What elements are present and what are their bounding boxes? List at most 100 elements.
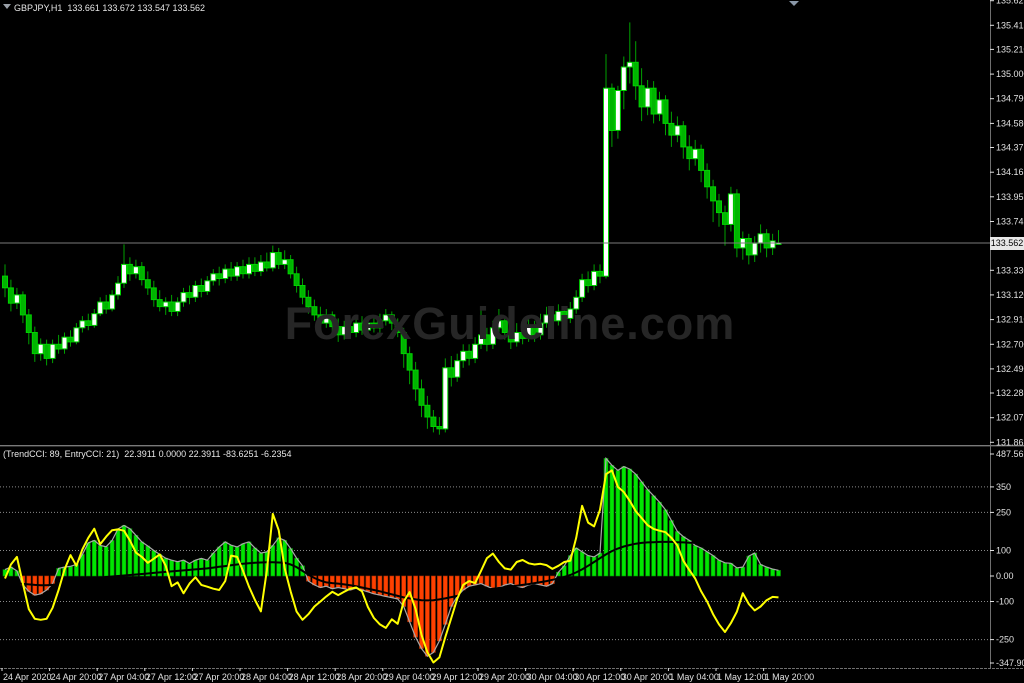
candle-bear [305,296,312,308]
candle-bear [418,388,425,406]
price-tick-label: 135.000 [996,69,1024,79]
price-tick-label: 135.210 [996,44,1024,54]
candle-bear [144,279,151,289]
entry-cci-line [4,469,779,664]
cci-bar-down [508,575,514,584]
cci-bar-up [669,520,674,577]
cci-bar-down [431,575,436,653]
chart-shift-marker-icon[interactable] [789,1,799,6]
cci-bar-up [633,473,639,577]
cci-bar-up [270,545,276,577]
cci-bar-up [710,555,716,577]
candle-bull [454,360,461,378]
cci-histogram [2,458,781,657]
cci-bar-up [627,468,633,577]
price-tick-label: 132.285 [996,388,1024,398]
candle-bear [608,87,615,131]
cci-bar-down [484,575,490,587]
cci-bar-up [776,569,781,577]
cci-bar-up [288,548,293,577]
cci-tick-label: -250 [996,635,1014,645]
cci-tick-label: 0.00 [996,571,1014,581]
candle-bull [174,301,181,312]
cci-bar-down [425,575,430,657]
candle-bull [489,327,496,345]
chart-frame [0,0,1024,669]
time-tick-label: 27 Apr 20:00 [193,672,244,682]
time-tick-label: 30 Apr 12:00 [574,672,625,682]
cci-bar-up [103,546,109,577]
time-tick-label: 1 May 20:00 [765,672,815,682]
cci-bar-up [258,552,264,577]
candle-bear [347,326,354,334]
candle-bear [406,353,413,371]
candle-bull [121,263,127,284]
candle-bear [138,266,145,281]
watermark: ForexGuideline.com [284,298,736,349]
cci-bar-up [639,481,644,577]
cci-bar-up [211,552,216,577]
candle-bear [198,285,205,292]
candle-bear [2,275,8,289]
candle-bear [436,426,443,430]
price-tick-label: 133.330 [996,265,1024,275]
cci-bar-up [115,528,121,577]
candle-bear [745,238,752,256]
time-tick-label: 29 Apr 20:00 [479,672,530,682]
candle-bear [186,292,193,298]
price-tick-label: 131.865 [996,437,1024,447]
candle-bear [412,369,419,390]
candle-bull [246,263,252,275]
time-tick-label: 24 Apr 2020 [3,672,52,682]
candle-bear [25,314,32,333]
cci-tick-label: 250 [996,507,1011,517]
candle-bull [620,66,627,91]
candle-bear [519,332,526,339]
candle-bull [472,343,479,359]
candle-bear [585,279,592,287]
candle-bull [769,240,776,249]
time-tick-label: 28 Apr 20:00 [336,672,387,682]
candle-bear [668,122,675,136]
candle-bear [43,343,50,359]
candle-bull [115,282,121,296]
cci-bar-up [97,545,103,577]
candle-bear [150,287,157,301]
candle-bull [579,279,586,298]
candle-bear [103,301,110,310]
trend-cci [4,540,779,602]
candle-bear [531,326,538,336]
candle-bull [37,343,44,355]
candle-bull [478,334,484,345]
cci-bar-up [764,566,769,577]
candle-bull [543,314,550,324]
price-axis[interactable]: 135.625 135.415 135.210 135.000 134.790 134.5… [990,0,1024,447]
cci-bar-up [175,561,180,577]
cci-bar-down [502,575,508,586]
candle-bear [299,285,306,298]
candle-bear [275,252,282,265]
candle-bull [751,242,758,256]
candle-bear [501,320,508,333]
cci-bar-up [698,547,704,577]
time-tick-label: 24 Apr 20:00 [51,672,102,682]
candle-bear [722,212,728,225]
candle-bear [19,294,26,316]
cci-bar-up [722,562,728,577]
candle-bull [210,273,217,282]
candle-bull [97,301,104,315]
time-tick-label: 27 Apr 04:00 [98,672,149,682]
candle-bull [49,343,56,359]
symbol-dropdown-icon[interactable] [3,4,11,9]
cci-tick-label: 100 [996,546,1011,556]
cci-bar-up [246,541,252,577]
price-tick-label: 132.910 [996,315,1024,325]
cci-bar-down [437,575,442,642]
candle-bull [567,308,574,319]
candle-bull [364,322,371,331]
candle-bull [192,285,199,298]
price-tick-label: 134.165 [996,167,1024,177]
cci-axis[interactable]: 350 250 100 0.00 -100 -250 487.562 -347.9056 [990,449,1024,668]
